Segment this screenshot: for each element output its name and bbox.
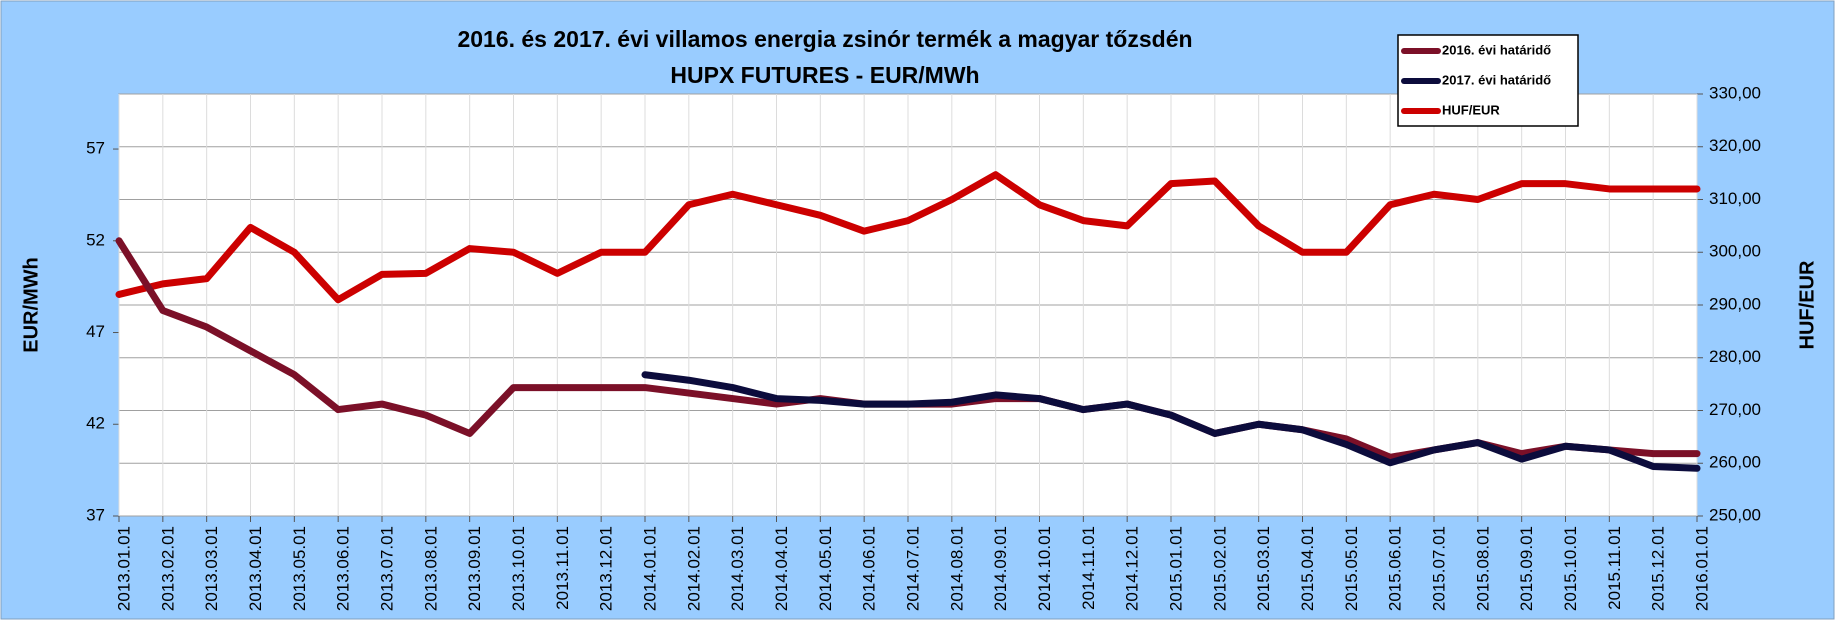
x-tick-label: 2013.03.01	[202, 526, 221, 611]
x-tick-label: 2014.04.01	[772, 526, 791, 611]
legend-label: HUF/EUR	[1442, 102, 1500, 117]
x-tick-label: 2013.12.01	[597, 526, 616, 611]
x-tick-label: 2014.02.01	[684, 526, 703, 611]
x-tick-label: 2015.12.01	[1649, 526, 1668, 611]
y-tick-label: 37	[86, 505, 105, 524]
x-tick-label: 2016.01.01	[1692, 526, 1711, 611]
x-tick-label: 2014.10.01	[1035, 526, 1054, 611]
x-tick-label: 2014.05.01	[816, 526, 835, 611]
x-tick-label: 2013.11.01	[553, 526, 572, 610]
x-tick-label: 2015.11.01	[1605, 526, 1624, 610]
chart-title: 2016. és 2017. évi villamos energia zsin…	[457, 26, 1192, 52]
x-tick-label: 2014.07.01	[903, 526, 922, 611]
x-tick-label: 2013.05.01	[290, 526, 309, 611]
x-tick-label: 2014.03.01	[728, 526, 747, 611]
x-tick-label: 2015.03.01	[1254, 526, 1273, 611]
y2-tick-label: 260,00	[1709, 453, 1761, 472]
y2-tick-label: 290,00	[1709, 294, 1761, 313]
x-tick-label: 2015.06.01	[1386, 526, 1405, 611]
x-tick-label: 2015.05.01	[1342, 526, 1361, 611]
y2-tick-label: 330,00	[1709, 83, 1761, 102]
x-tick-label: 2014.11.01	[1079, 526, 1098, 610]
y-tick-label: 47	[86, 322, 105, 341]
y-axis-title: EUR/MWh	[20, 257, 42, 353]
y2-tick-label: 320,00	[1709, 136, 1761, 155]
y2-axis-title: HUF/EUR	[1796, 260, 1818, 349]
x-tick-label: 2013.02.01	[158, 526, 177, 611]
chart-subtitle: HUPX FUTURES - EUR/MWh	[670, 62, 979, 88]
x-tick-label: 2015.07.01	[1429, 526, 1448, 611]
x-tick-label: 2013.01.01	[114, 526, 133, 611]
y2-tick-label: 270,00	[1709, 400, 1761, 419]
y2-tick-label: 310,00	[1709, 189, 1761, 208]
x-tick-label: 2013.04.01	[246, 526, 265, 611]
y2-tick-label: 280,00	[1709, 347, 1761, 366]
x-tick-label: 2014.08.01	[947, 526, 966, 611]
x-tick-label: 2015.10.01	[1561, 526, 1580, 611]
x-tick-label: 2013.06.01	[334, 526, 353, 611]
y-tick-label: 57	[86, 139, 105, 158]
x-tick-label: 2013.07.01	[377, 526, 396, 611]
legend-label: 2017. évi határidő	[1442, 72, 1551, 87]
series-line	[115, 171, 1701, 304]
x-tick-label: 2015.04.01	[1298, 526, 1317, 611]
y2-tick-label: 250,00	[1709, 505, 1761, 524]
y2-tick-label: 300,00	[1709, 242, 1761, 261]
x-tick-label: 2015.09.01	[1517, 526, 1536, 611]
x-tick-label: 2015.02.01	[1210, 526, 1229, 611]
x-tick-label: 2014.01.01	[640, 526, 659, 611]
x-tick-label: 2014.12.01	[1123, 526, 1142, 611]
y-tick-label: 52	[86, 230, 105, 249]
x-tick-label: 2013.10.01	[509, 526, 528, 611]
series-line	[641, 371, 1701, 472]
x-tick-label: 2013.08.01	[421, 526, 440, 611]
y-tick-label: 42	[86, 414, 105, 433]
x-tick-label: 2014.09.01	[991, 526, 1010, 611]
legend-label: 2016. évi határidő	[1442, 42, 1551, 57]
x-tick-label: 2014.06.01	[860, 526, 879, 611]
x-tick-label: 2015.01.01	[1166, 526, 1185, 611]
x-tick-label: 2015.08.01	[1473, 526, 1492, 611]
x-tick-label: 2013.09.01	[465, 526, 484, 611]
